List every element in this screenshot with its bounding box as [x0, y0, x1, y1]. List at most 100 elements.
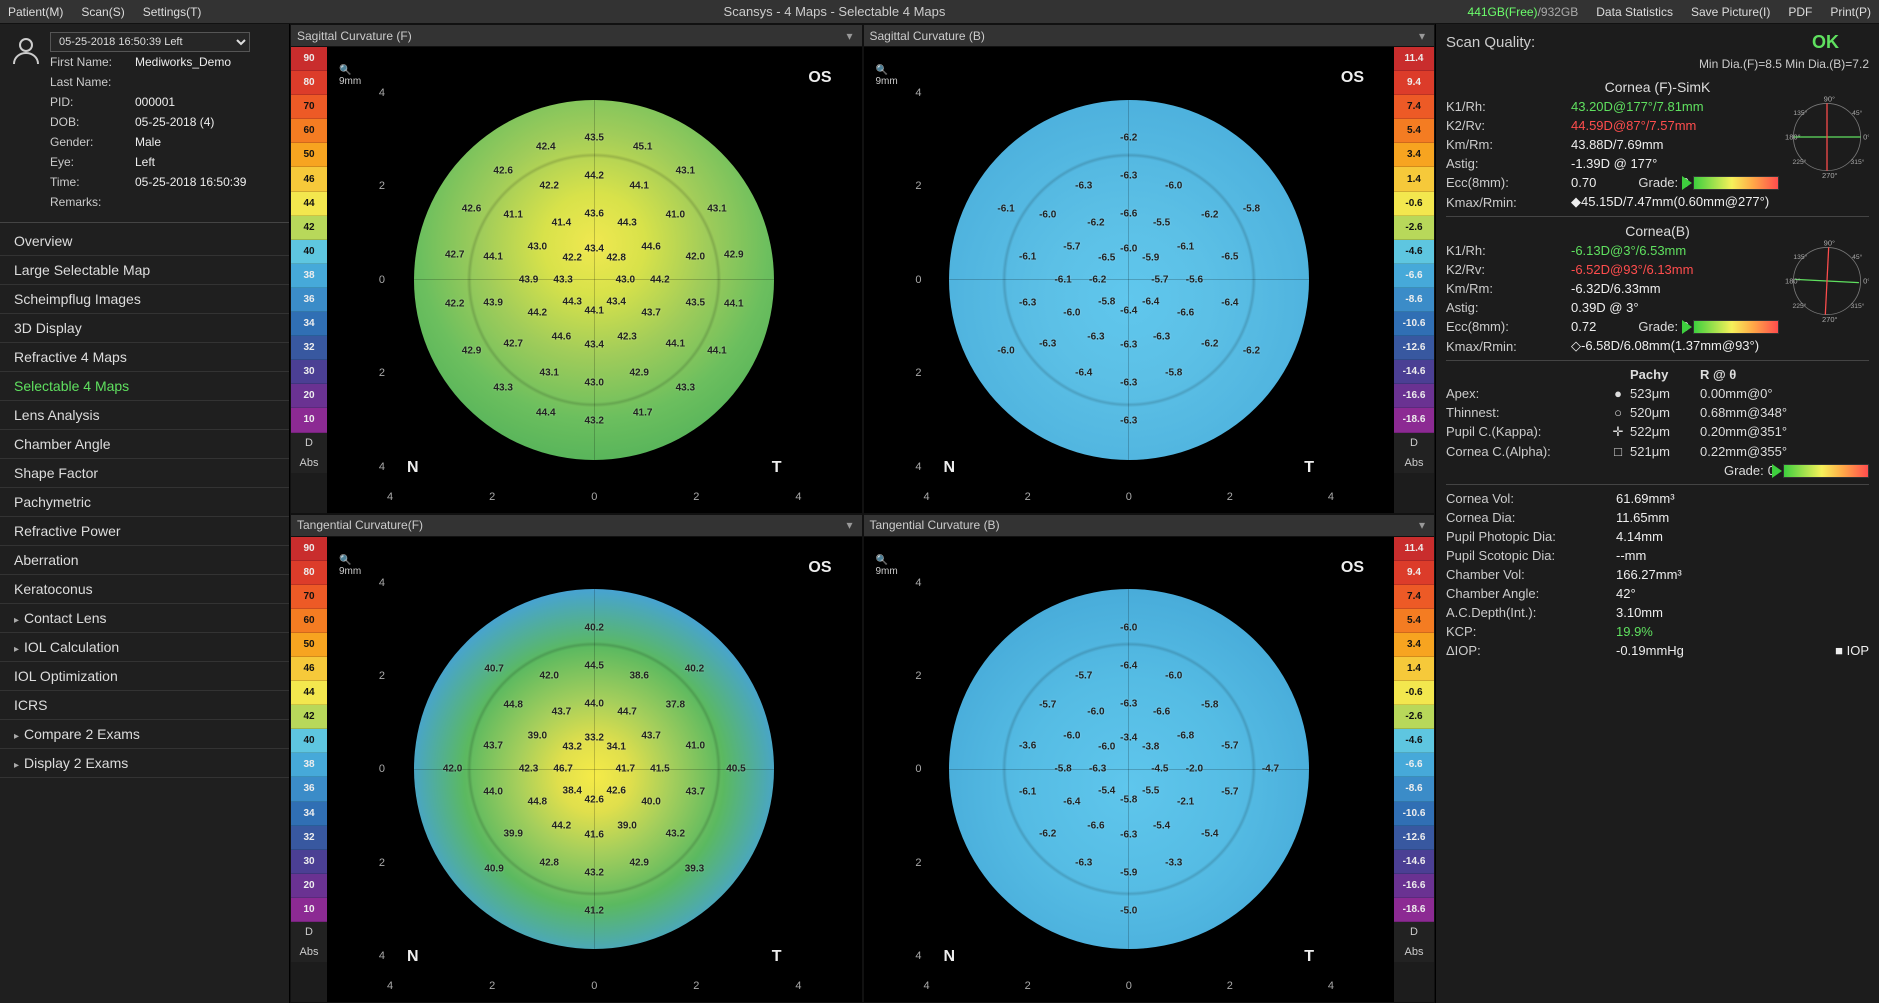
scan-select[interactable]: 05-25-2018 16:50:39 Left: [50, 32, 250, 52]
first-name-value: Mediworks_Demo: [135, 55, 231, 69]
map-value: 42.6: [493, 166, 512, 177]
cornea-f-value: -1.39D @ 177°: [1571, 156, 1657, 171]
svg-text:135°: 135°: [1793, 253, 1807, 261]
dropdown-icon[interactable]: ▾: [844, 518, 856, 532]
svg-text:45°: 45°: [1852, 253, 1862, 261]
nav-item-shape-factor[interactable]: Shape Factor: [0, 459, 289, 488]
svg-text:315°: 315°: [1851, 158, 1865, 166]
map-type-select[interactable]: Sagittal Curvature (B): [870, 29, 1417, 43]
pachy-symbol-icon: □: [1606, 444, 1630, 459]
colorbar-seg: 50: [291, 143, 327, 167]
axis-tick: 2: [1025, 980, 1031, 996]
map-type-select[interactable]: Tangential Curvature (B): [870, 518, 1417, 532]
remarks-label: Remarks:: [50, 195, 135, 209]
colorbar-seg: 50: [291, 633, 327, 657]
map-value: -3.6: [1019, 741, 1036, 752]
map-type-select[interactable]: Sagittal Curvature (F): [297, 29, 844, 43]
nav-item-refractive-power[interactable]: Refractive Power: [0, 517, 289, 546]
nav-item-icrs[interactable]: ICRS: [0, 691, 289, 720]
map-type-select[interactable]: Tangential Curvature(F): [297, 518, 844, 532]
axis-tick: 4: [387, 980, 393, 996]
axis-tick: 0: [915, 274, 921, 286]
nav-item-aberration[interactable]: Aberration: [0, 546, 289, 575]
map-value: -6.0: [1063, 731, 1080, 742]
axis-bottom: 42024: [924, 491, 1335, 507]
nav-item-refractive-4-maps[interactable]: Refractive 4 Maps: [0, 343, 289, 372]
nav-item-pachymetric[interactable]: Pachymetric: [0, 488, 289, 517]
pachy-row: Cornea C.(Alpha):□521μm0.22mm@355°: [1446, 442, 1869, 461]
map-value: 43.7: [483, 741, 502, 752]
menu-settings[interactable]: Settings(T): [143, 5, 202, 19]
map-value: -6.2: [1120, 133, 1137, 144]
colorbar-seg: 1.4: [1394, 167, 1434, 191]
axis-tick: 4: [915, 461, 921, 473]
temporal-label: T: [772, 948, 782, 966]
map-value: -6.6: [1087, 821, 1104, 832]
map-value: -6.2: [1243, 345, 1260, 356]
colorbar-seg: -0.6: [1394, 681, 1434, 705]
nav-item-iol-calculation[interactable]: ▸IOL Calculation: [0, 633, 289, 662]
axis-tick: 4: [1328, 980, 1334, 996]
colorbar-seg: 32: [291, 336, 327, 360]
map-value: 44.7: [617, 707, 636, 718]
map-canvas[interactable]: 43.442.843.043.444.144.343.342.243.644.3…: [327, 47, 862, 513]
map-value: 43.2: [666, 828, 685, 839]
map-canvas[interactable]: -6.0-5.9-5.7-6.4-6.4-5.8-6.2-6.5-6.6-5.5…: [864, 47, 1395, 513]
menu-pdf[interactable]: PDF: [1788, 5, 1812, 19]
nav-item-compare-2-exams[interactable]: ▸Compare 2 Exams: [0, 720, 289, 749]
cornea-f-row: Astig:-1.39D @ 177°: [1446, 154, 1779, 173]
map-value: 44.1: [483, 251, 502, 262]
map-value: -5.8: [1201, 699, 1218, 710]
eye-label: OS: [808, 69, 831, 87]
pachy-symbol-icon: ○: [1606, 405, 1630, 420]
axis-tick: 4: [915, 577, 921, 589]
menu-scan[interactable]: Scan(S): [81, 5, 124, 19]
nav-item-lens-analysis[interactable]: Lens Analysis: [0, 401, 289, 430]
map-body: 11.49.47.45.43.41.4-0.6-2.6-4.6-6.6-8.6-…: [864, 47, 1435, 513]
cornea-b-row: K1/Rh:-6.13D@3°/6.53mm: [1446, 241, 1779, 260]
map-canvas[interactable]: 33.234.141.742.642.638.446.743.244.044.7…: [327, 537, 862, 1003]
nav-item-keratoconus[interactable]: Keratoconus: [0, 575, 289, 604]
colorbar-seg: -6.6: [1394, 753, 1434, 777]
colorbar-seg: 38: [291, 753, 327, 777]
map-value: -5.7: [1063, 241, 1080, 252]
dropdown-icon[interactable]: ▾: [1416, 29, 1428, 43]
crosshair: [949, 100, 1309, 460]
map-value: 40.5: [726, 764, 745, 775]
dropdown-icon[interactable]: ▾: [1416, 518, 1428, 532]
metric-row: Cornea Vol:61.69mm³: [1446, 489, 1869, 508]
axis-mini-back-icon: 0°90° 180°270° 45°135° 225°315°: [1785, 239, 1869, 323]
map-value: 43.0: [585, 378, 604, 389]
map-value: 43.0: [616, 274, 635, 285]
map-value: 43.4: [585, 340, 604, 351]
axis-bottom: 42024: [387, 980, 802, 996]
menu-data-statistics[interactable]: Data Statistics: [1596, 5, 1673, 19]
colorbar-seg: 30: [291, 850, 327, 874]
nav-item-scheimpflug-images[interactable]: Scheimpflug Images: [0, 285, 289, 314]
zoom-9mm-label: 🔍9mm: [876, 555, 898, 577]
map-value: -5.5: [1153, 217, 1170, 228]
menu-patient[interactable]: Patient(M): [8, 5, 63, 19]
map-body: 90807060504644424038363432302010DAbs33.2…: [291, 537, 862, 1003]
map-canvas[interactable]: -3.4-3.8-4.5-5.5-5.8-5.4-6.3-6.0-6.3-6.6…: [864, 537, 1395, 1003]
nav-item-large-selectable-map[interactable]: Large Selectable Map: [0, 256, 289, 285]
svg-text:90°: 90°: [1824, 95, 1835, 104]
nav-item-selectable-4-maps[interactable]: Selectable 4 Maps: [0, 372, 289, 401]
nav-item-display-2-exams[interactable]: ▸Display 2 Exams: [0, 749, 289, 778]
map-value: 42.9: [630, 857, 649, 868]
iop-button[interactable]: ■ IOP: [1835, 643, 1869, 658]
zoom-9mm-label: 🔍9mm: [339, 555, 361, 577]
nav-item-contact-lens[interactable]: ▸Contact Lens: [0, 604, 289, 633]
menu-save-picture[interactable]: Save Picture(I): [1691, 5, 1770, 19]
dropdown-icon[interactable]: ▾: [844, 29, 856, 43]
nav-item-overview[interactable]: Overview: [0, 227, 289, 256]
iop-label: ΔIOP:: [1446, 643, 1616, 658]
pid-label: PID:: [50, 95, 135, 109]
menu-print[interactable]: Print(P): [1830, 5, 1871, 19]
map-value: -6.0: [1063, 307, 1080, 318]
axis-mini-front-icon: 0°90° 180°270° 45°135° 225°315°: [1785, 95, 1869, 179]
metric-label: A.C.Depth(Int.):: [1446, 605, 1616, 620]
nav-item-chamber-angle[interactable]: Chamber Angle: [0, 430, 289, 459]
nav-item-iol-optimization[interactable]: IOL Optimization: [0, 662, 289, 691]
nav-item-3d-display[interactable]: 3D Display: [0, 314, 289, 343]
